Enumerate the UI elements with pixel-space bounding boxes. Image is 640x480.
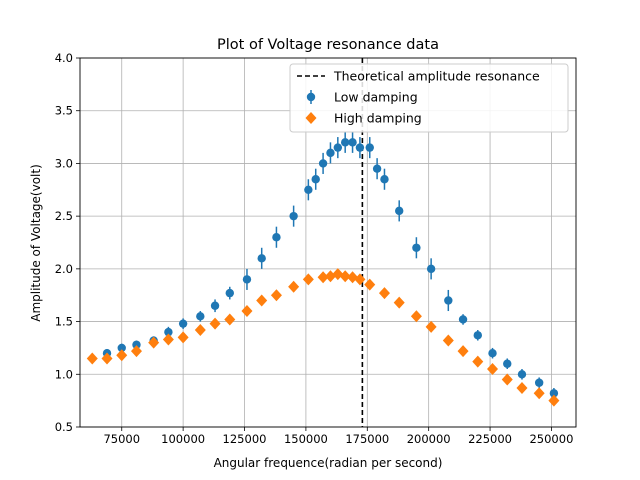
x-tick-label: 200000: [407, 432, 451, 446]
low-damping-point: [473, 331, 482, 340]
legend-resonance-label: Theoretical amplitude resonance: [333, 69, 540, 84]
high-damping-point: [317, 271, 329, 284]
low-damping-point: [503, 359, 512, 368]
legend-high-damping-label: High damping: [334, 111, 422, 126]
x-tick-label: 250000: [529, 432, 573, 446]
axes: 75000 100000 125000 150000 175000 200000 22500…: [55, 51, 577, 446]
high-damping-point: [177, 331, 189, 344]
low-damping-point: [272, 233, 281, 242]
high-damping-point: [339, 270, 351, 283]
high-damping-point: [393, 296, 405, 309]
x-tick-label: 125000: [223, 432, 267, 446]
high-damping-point: [548, 394, 560, 407]
high-damping-point: [425, 320, 437, 333]
x-tick-label: 150000: [284, 432, 328, 446]
high-damping-point: [442, 334, 454, 347]
y-tick-label: 2.5: [55, 209, 73, 223]
high-damping-point: [241, 305, 253, 318]
low-damping-point: [178, 319, 188, 328]
x-tick-label: 100000: [161, 432, 205, 446]
low-damping-point: [372, 164, 382, 173]
low-damping-point: [132, 340, 141, 349]
high-damping-point: [270, 289, 282, 302]
y-axis-label: Amplitude of Voltage(volt): [29, 164, 43, 322]
low-damping-point: [289, 211, 298, 221]
low-damping-point: [348, 138, 357, 147]
low-damping-point: [311, 175, 320, 184]
x-tick-label: 175000: [345, 432, 389, 446]
legend-high-damping-marker-icon: [305, 112, 317, 124]
high-damping-point: [501, 373, 513, 386]
low-damping-point: [444, 296, 453, 305]
low-damping-point: [517, 370, 527, 379]
high-damping-point: [116, 349, 128, 362]
low-damping-point: [365, 143, 374, 152]
high-damping-point: [302, 273, 314, 286]
high-damping-point: [378, 287, 390, 300]
x-tick-label: 75000: [103, 432, 140, 446]
high-damping-point: [516, 381, 528, 394]
low-damping-point: [549, 389, 559, 398]
legend-frame: [289, 63, 569, 133]
low-damping-point: [333, 143, 343, 152]
legend-low-damping-marker-icon: [306, 92, 316, 102]
legend: Theoretical amplitude resonance Low damp…: [289, 63, 569, 133]
high-damping-point: [364, 278, 376, 291]
x-tick-label: 225000: [468, 432, 512, 446]
low-damping-point: [534, 378, 544, 387]
high-damping-point: [256, 294, 268, 307]
low-damping-point: [225, 288, 234, 298]
high-damping-point: [410, 310, 422, 323]
high-damping-point: [162, 333, 174, 346]
y-tick-label: 4.0: [55, 51, 73, 65]
x-axis-label: Angular frequence(radian per second): [214, 456, 443, 470]
low-damping-point: [257, 254, 266, 263]
low-damping-point: [318, 159, 328, 168]
data-layer: [86, 58, 560, 427]
low-damping-point: [196, 312, 205, 321]
low-damping-point: [164, 327, 173, 337]
low-damping-point: [426, 264, 436, 274]
chart-title: Plot of Voltage resonance data: [217, 37, 439, 53]
low-damping-point: [488, 349, 497, 358]
low-damping-point: [355, 143, 365, 152]
high-damping-point: [101, 352, 113, 365]
low-damping-point: [326, 148, 335, 158]
low-damping-point: [242, 275, 252, 284]
low-damping-point: [380, 175, 389, 184]
low-damping-point: [395, 206, 404, 216]
low-damping-point: [340, 138, 350, 147]
high-damping-point: [354, 273, 366, 286]
high-damping-point: [457, 345, 469, 358]
high-damping-point: [194, 324, 206, 337]
low-damping-point: [304, 185, 313, 194]
low-damping-point: [117, 343, 126, 353]
low-damping-point: [210, 301, 220, 310]
plot-frame: [79, 57, 577, 428]
y-tick-label: 0.5: [55, 420, 73, 434]
low-damping-point: [412, 243, 421, 252]
high-damping-point: [224, 313, 236, 326]
y-tick-label: 1.5: [55, 315, 73, 329]
y-tick-label: 3.5: [55, 104, 73, 118]
high-damping-point: [533, 387, 545, 400]
high-damping-point: [487, 363, 499, 376]
high-damping-point: [472, 355, 484, 368]
high-damping-point: [86, 352, 98, 365]
high-damping-point: [148, 336, 160, 349]
low-damping-point: [458, 315, 468, 324]
y-tick-label: 2.0: [55, 262, 73, 276]
high-damping-point: [209, 317, 221, 330]
legend-low-damping-label: Low damping: [334, 90, 418, 105]
y-tick-label: 3.0: [55, 156, 73, 170]
y-tick-label: 1.0: [55, 367, 73, 381]
high-damping-point: [288, 280, 300, 293]
high-damping-point: [130, 345, 142, 358]
